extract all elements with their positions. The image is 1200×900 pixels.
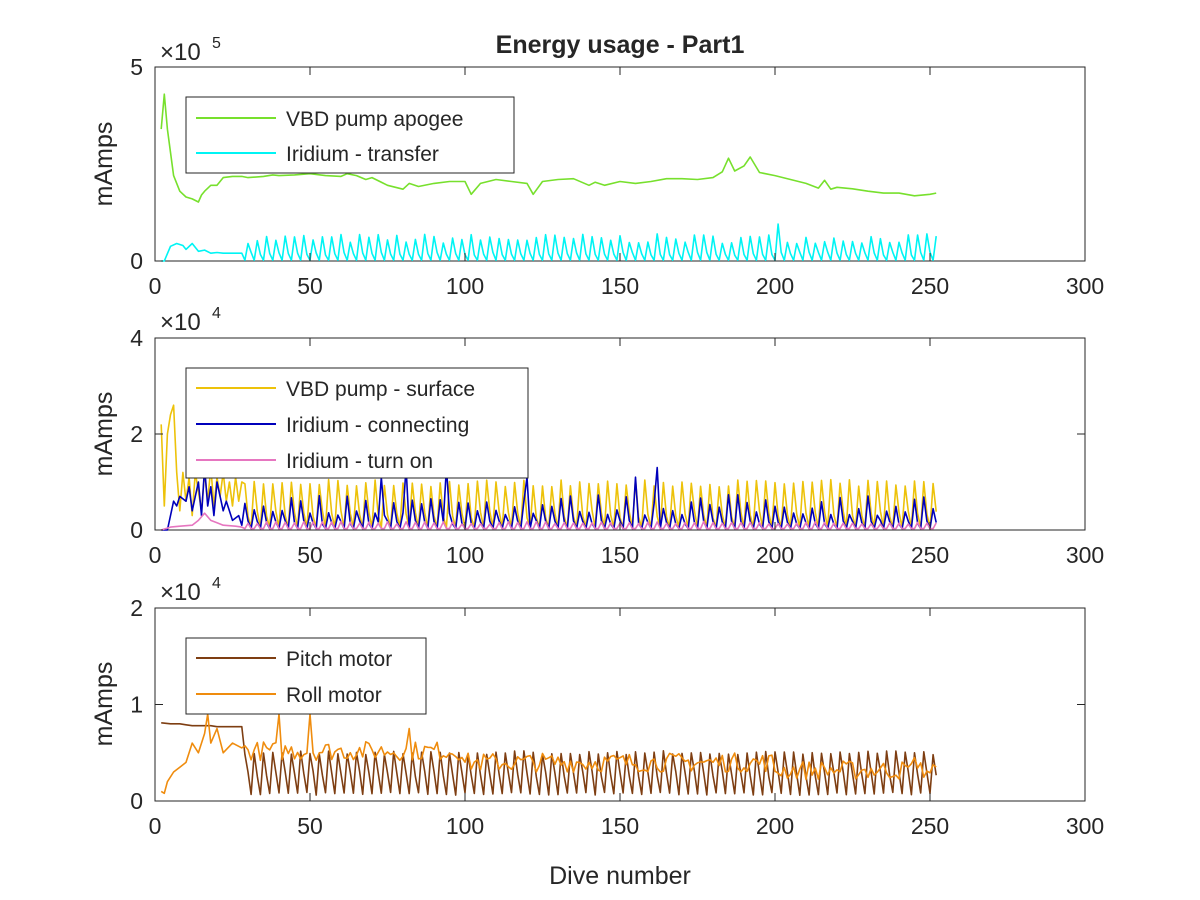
x-axis-label: Dive number [549,862,691,890]
y-tick-label: 0 [130,248,143,274]
x-tick-label: 0 [149,813,162,839]
x-tick-label: 200 [756,273,794,299]
y-exponent-base-3: ×10 [160,579,201,606]
chart-title: Energy usage - Part1 [496,31,745,59]
y-tick-label: 1 [130,692,143,718]
y-exponent-power-3: 4 [212,575,221,592]
series-line-iridium-turn-on [160,512,937,531]
legend-label-vbd-apogee: VBD pump apogee [286,108,463,131]
x-tick-label: 50 [297,273,323,299]
y-ticks-2: 0 2 4 [130,325,1085,543]
x-ticks-3: 0 50 100 150 200 250 300 [149,608,1104,839]
y-ticks-3: 0 1 2 [130,595,1085,814]
x-tick-label: 100 [446,813,484,839]
subplot-3: 0 50 100 150 200 250 300 0 1 2 ×10 4 mAmps Dive … [90,575,1104,890]
legend-label-iridium-turn-on: Iridium - turn on [286,450,433,473]
plot-area-3 [160,713,937,796]
series-line-roll-motor [160,713,937,795]
plot-area-2 [160,404,937,531]
x-tick-label: 0 [149,273,162,299]
y-axis-label-1: mAmps [90,122,118,207]
x-tick-label: 300 [1066,273,1104,299]
legend-label-roll-motor: Roll motor [286,684,382,707]
plot-area-1 [160,93,937,262]
legend-label-iridium-connecting: Iridium - connecting [286,414,469,437]
y-tick-label: 2 [130,595,143,621]
x-tick-label: 150 [601,273,639,299]
x-tick-label: 200 [756,813,794,839]
x-tick-label: 250 [911,273,949,299]
y-exponent-power-2: 4 [212,305,221,322]
x-tick-label: 250 [911,542,949,568]
x-tick-label: 0 [149,542,162,568]
legend-1: VBD pump apogee Iridium - transfer [185,96,515,174]
x-tick-label: 100 [446,273,484,299]
y-exponent-base-2: ×10 [160,309,201,336]
subplot-1: 0 50 100 150 200 250 300 05 ×10 5 mAmps VBD pu… [90,35,1104,299]
x-tick-label: 300 [1066,813,1104,839]
x-tick-label: 150 [601,813,639,839]
y-axis-label-3: mAmps [90,662,118,747]
series-line-iridium-transfer [161,223,937,262]
x-tick-label: 300 [1066,542,1104,568]
series-line-iridium-connecting [161,466,937,531]
legend-box-3 [185,637,427,715]
y-tick-label: 4 [130,325,143,351]
x-ticks-2: 0 50 100 150 200 250 300 [149,338,1104,568]
x-tick-label: 100 [446,542,484,568]
y-tick-label: 0 [130,517,143,543]
series-line-pitch-motor [161,722,937,796]
legend-label-vbd-surface: VBD pump - surface [286,378,475,401]
y-exponent-power-1: 5 [212,35,221,52]
y-ticks-1: 05 [130,54,1085,274]
y-tick-label: 5 [130,54,143,80]
y-tick-label: 2 [130,421,143,447]
x-tick-label: 50 [297,542,323,568]
legend-box-1 [185,96,515,174]
x-tick-label: 150 [601,542,639,568]
x-tick-label: 50 [297,813,323,839]
x-tick-label: 200 [756,542,794,568]
x-ticks-1: 0 50 100 150 200 250 300 [149,67,1104,299]
x-tick-label: 250 [911,813,949,839]
legend-2: VBD pump - surface Iridium - connecting … [185,367,529,479]
legend-label-pitch-motor: Pitch motor [286,648,392,671]
y-exponent-base-1: ×10 [160,39,201,66]
series-line-vbd-pump-apogee [160,93,937,203]
y-tick-label: 0 [130,788,143,814]
legend-label-iridium-transfer: Iridium - transfer [286,143,439,166]
y-axis-label-2: mAmps [90,392,118,477]
subplot-2: 0 50 100 150 200 250 300 0 2 4 ×10 4 mAmps VBD p… [90,305,1104,568]
legend-3: Pitch motor Roll motor [185,637,427,715]
